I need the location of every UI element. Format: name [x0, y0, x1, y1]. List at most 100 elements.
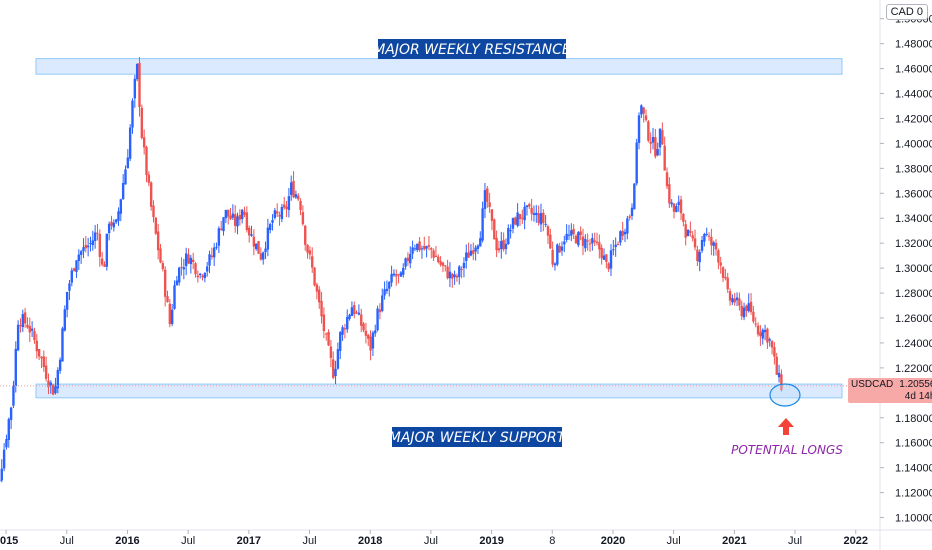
candle-body	[504, 243, 508, 249]
candle	[397, 273, 400, 284]
candle	[528, 202, 531, 209]
candle	[591, 233, 594, 251]
y-tick-label: 1.12000	[895, 488, 932, 500]
candle	[231, 204, 235, 220]
candle	[283, 196, 286, 210]
candle-body	[558, 245, 561, 253]
candle-body	[719, 262, 722, 266]
candle-body	[644, 115, 648, 120]
candle-body	[42, 356, 45, 368]
price-axis[interactable]: 1.100001.120001.140001.160001.180001.200…	[879, 0, 932, 550]
candle	[166, 290, 169, 303]
currency-badge[interactable]: CAD 0	[885, 4, 928, 20]
candle	[612, 240, 615, 256]
candle	[425, 245, 428, 258]
candle	[135, 63, 139, 82]
candle-body	[68, 283, 71, 291]
candle	[5, 434, 8, 450]
candle-body	[523, 206, 526, 221]
x-tick-label: Jul	[424, 535, 438, 547]
candle-body	[210, 255, 214, 258]
candle-body	[672, 203, 676, 212]
candle	[140, 104, 144, 140]
candle	[343, 323, 347, 339]
candle	[698, 249, 701, 272]
candle-body	[30, 328, 34, 331]
candle	[219, 220, 223, 231]
candle	[7, 417, 10, 448]
candle-body	[579, 231, 582, 236]
candle-body	[112, 222, 116, 228]
candle	[70, 267, 74, 287]
candle-body	[82, 247, 85, 252]
candle-body	[710, 237, 713, 246]
candle	[759, 325, 762, 346]
candle	[763, 324, 767, 341]
candle-body	[35, 340, 38, 352]
candle-body	[86, 245, 90, 248]
candle	[280, 203, 284, 223]
candle	[684, 219, 687, 246]
candle-body	[651, 137, 655, 143]
candle	[145, 145, 148, 183]
candle	[341, 325, 344, 341]
candle	[642, 106, 645, 123]
candle-body	[26, 324, 29, 328]
candle-body	[626, 218, 629, 234]
candle-body	[488, 202, 491, 208]
candle	[124, 165, 127, 185]
candle	[581, 228, 585, 256]
candle-body	[147, 174, 151, 183]
candle	[446, 259, 449, 280]
candle-body	[262, 252, 265, 260]
candle-body	[509, 230, 512, 232]
candle-body	[647, 121, 650, 141]
candle	[203, 272, 207, 283]
candle	[168, 298, 172, 328]
candle	[493, 218, 496, 240]
candle	[196, 270, 200, 283]
candle-body	[124, 169, 127, 185]
candle	[672, 202, 676, 219]
candle	[607, 262, 610, 273]
candle-body	[616, 244, 620, 246]
candle	[360, 308, 363, 333]
candle	[121, 174, 125, 201]
candle	[0, 459, 3, 483]
candle	[332, 351, 335, 380]
candle-body	[402, 267, 405, 275]
candle-body	[381, 295, 384, 311]
candle-body	[661, 130, 664, 145]
candle-body	[103, 264, 106, 267]
candle	[598, 234, 601, 259]
candle	[357, 304, 361, 316]
candle-body	[184, 253, 188, 266]
candle-body	[490, 209, 494, 221]
candle	[668, 177, 671, 208]
candle-body	[586, 240, 589, 242]
candle-body	[453, 274, 456, 278]
candle-body	[0, 468, 3, 481]
candle	[278, 211, 281, 226]
candle-body	[283, 204, 286, 208]
candle	[525, 205, 529, 216]
candle	[749, 293, 753, 315]
candle	[423, 236, 426, 251]
candle	[96, 223, 99, 241]
candle	[486, 185, 489, 208]
candle-body	[327, 331, 330, 346]
candle-body	[700, 240, 704, 251]
candle-body	[126, 157, 130, 169]
candle	[700, 235, 704, 254]
candle	[455, 273, 459, 282]
time-axis[interactable]: 2015 Jul 2016 Jul 2017 Jul 2018 Jul 2019 8 2020 Jul…	[0, 529, 932, 547]
candle-body	[553, 263, 557, 266]
candle-body	[420, 248, 424, 250]
candle-body	[250, 234, 253, 236]
candle	[537, 205, 540, 226]
candle	[297, 193, 300, 201]
candle	[474, 245, 477, 261]
candle	[775, 352, 778, 376]
candle-body	[677, 201, 680, 206]
